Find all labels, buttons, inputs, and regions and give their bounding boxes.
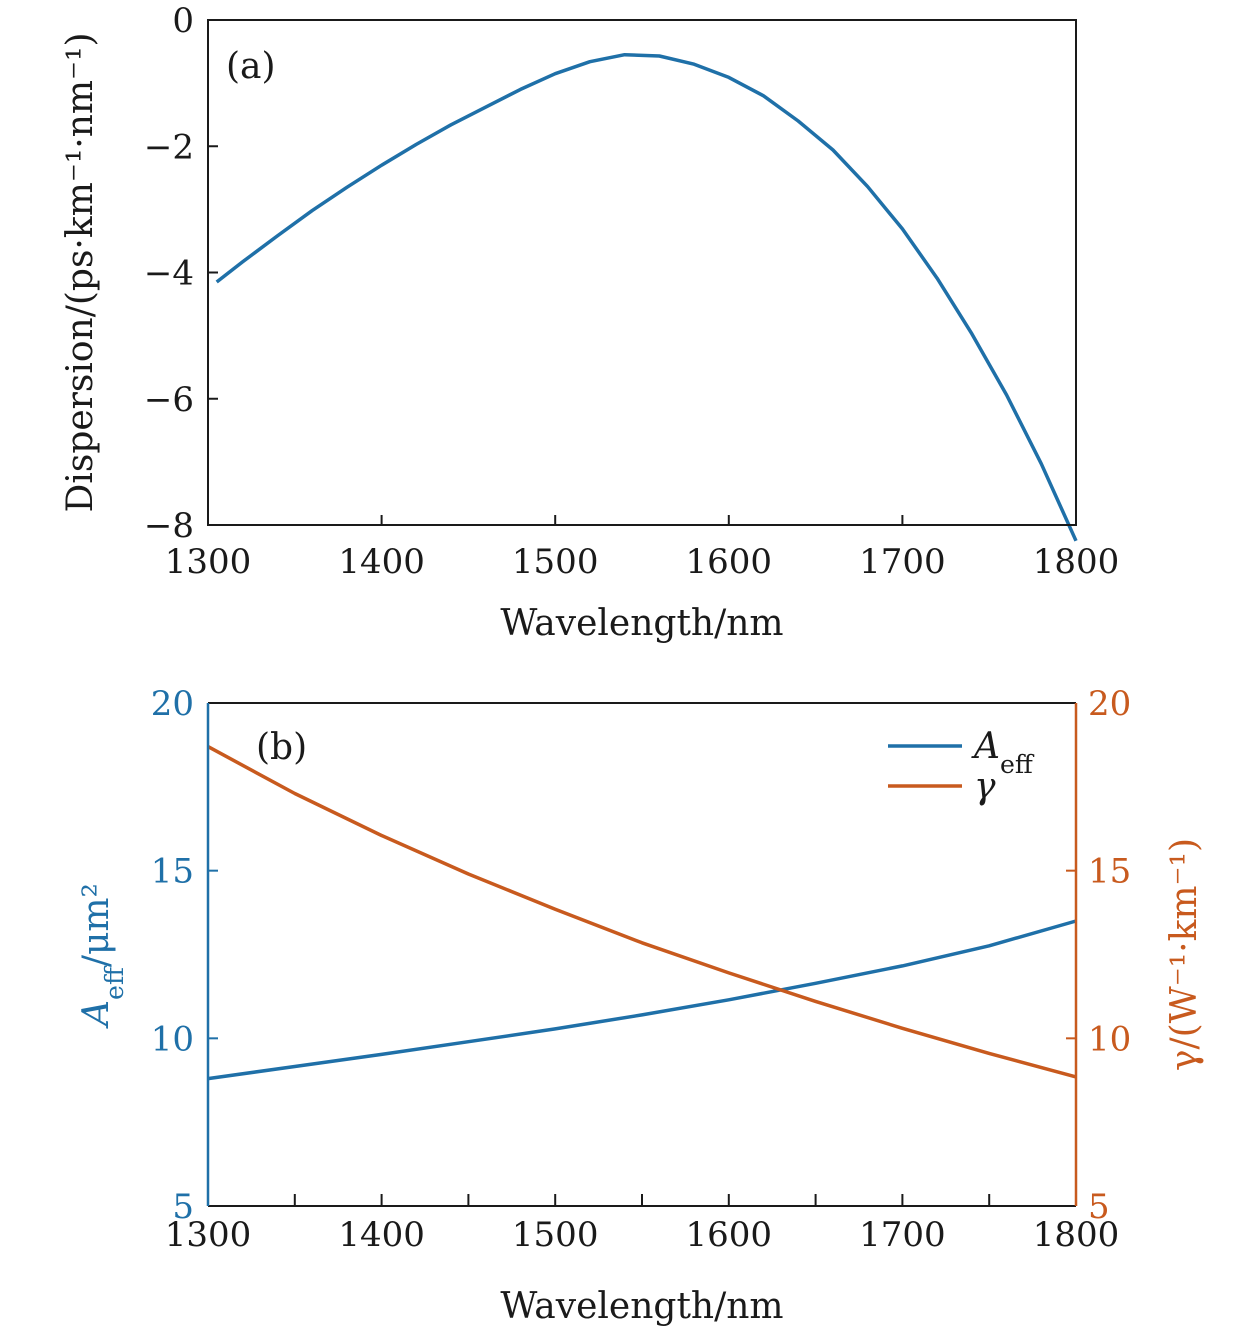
right-y-tick-label: 10	[1088, 1019, 1131, 1059]
x-tick-label: 1800	[1033, 1215, 1120, 1255]
series-layer	[215, 52, 1078, 542]
right-y-tick-label: 5	[1088, 1187, 1110, 1227]
x-tick-label: 1700	[859, 542, 946, 582]
series-layer	[207, 745, 1077, 1081]
panel-b: 1300 1400 1500 1600 1700 1800 20 15 10 5 20 15 10 5 (…	[76, 684, 1205, 1327]
y-tick-label: −4	[144, 254, 194, 294]
legend-label: Aeff	[971, 726, 1035, 779]
plot-frame	[207, 19, 1077, 526]
tick-layer: 1300 1400 1500 1600 1700 1800 20 15 10 5 20 15 10 5	[151, 684, 1132, 1255]
tick-layer: 1300 1400 1500 1600 1700 1800 0 −2 −4 −6 −8	[144, 1, 1119, 582]
x-axis-title: Wavelength/nm	[500, 603, 783, 644]
right-y-tick-label: 20	[1088, 684, 1131, 724]
left-y-tick-label: 20	[151, 684, 194, 724]
x-tick-label: 1600	[686, 542, 773, 582]
series-line-aeff	[207, 919, 1077, 1081]
legend-label: γ	[974, 766, 996, 807]
right-y-tick-label: 15	[1088, 852, 1131, 892]
series-line-dispersion	[215, 52, 1078, 542]
x-tick-label: 1700	[859, 1215, 946, 1255]
left-y-tick-label: 15	[151, 852, 194, 892]
x-tick-label: 1400	[338, 542, 425, 582]
x-axis-title: Wavelength/nm	[500, 1286, 783, 1327]
y-tick-label: −2	[144, 127, 194, 167]
x-tick-label: 1600	[686, 1215, 773, 1255]
y-tick-label: −6	[144, 380, 194, 420]
left-y-tick-label: 10	[151, 1019, 194, 1059]
x-tick-label: 1300	[165, 1215, 252, 1255]
right-y-axis-title: γ/(W⁻¹·km⁻¹)	[1164, 838, 1205, 1071]
y-axis-title: Dispersion/(ps·km⁻¹·nm⁻¹)	[60, 32, 101, 512]
left-y-axis-title: Aeff/μm²	[76, 883, 129, 1029]
y-tick-label: −8	[144, 506, 194, 546]
y-tick-label: 0	[172, 1, 194, 41]
panel-label: (a)	[226, 46, 276, 87]
x-tick-label: 1800	[1033, 542, 1120, 582]
plot-frame	[206, 702, 1078, 1207]
x-tick-label: 1500	[512, 542, 599, 582]
series-line-gamma	[207, 745, 1077, 1079]
x-tick-label: 1300	[165, 542, 252, 582]
left-y-tick-label: 5	[172, 1187, 194, 1227]
panel-label: (b)	[256, 727, 307, 768]
x-tick-label: 1500	[512, 1215, 599, 1255]
panel-a: 1300 1400 1500 1600 1700 1800 0 −2 −4 −6 −8 (a) Wa…	[60, 1, 1119, 644]
x-tick-label: 1400	[338, 1215, 425, 1255]
